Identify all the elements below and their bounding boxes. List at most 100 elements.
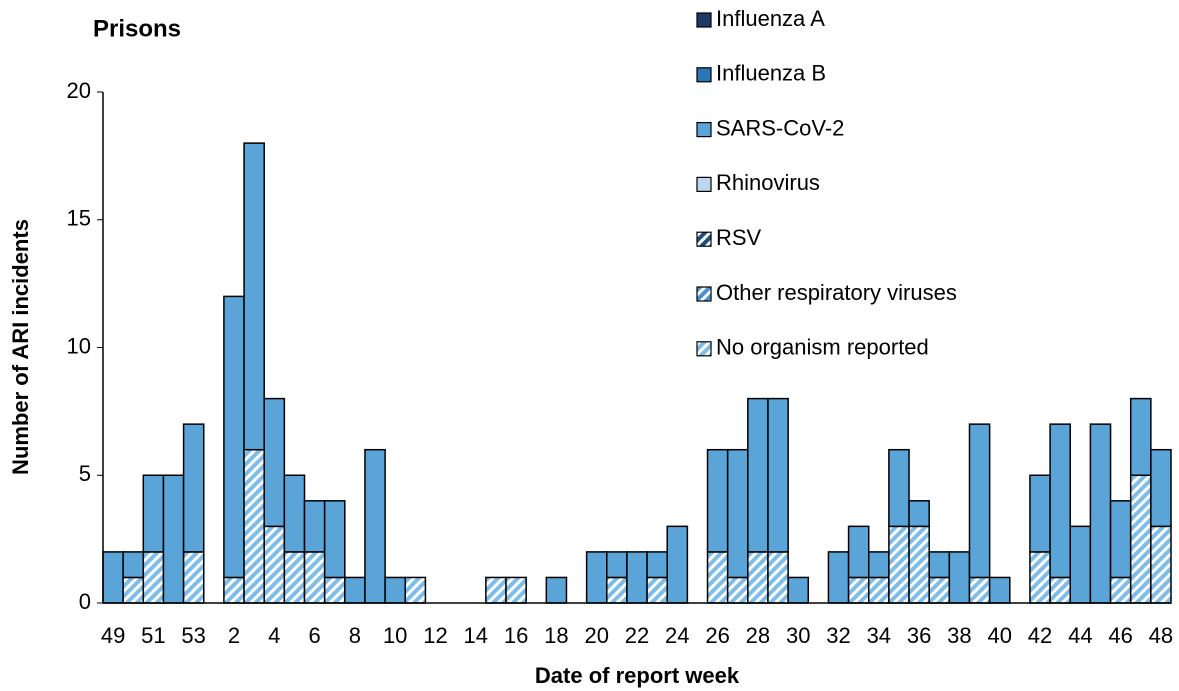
x-tick-label: 38 — [947, 623, 971, 648]
bar-segment — [847, 525, 870, 579]
x-axis-title: Date of report week — [535, 663, 740, 688]
bar-segment — [1129, 474, 1152, 604]
bar-segment — [888, 525, 910, 604]
y-tick-label: 15 — [67, 206, 91, 231]
x-tick-label: 49 — [101, 623, 125, 648]
bar-segment — [847, 576, 870, 604]
bar-segment — [1150, 525, 1172, 604]
x-tick-label: 12 — [423, 623, 447, 648]
x-tick-label: 22 — [625, 623, 649, 648]
x-tick-label: 36 — [907, 623, 931, 648]
bar-segment — [726, 448, 749, 579]
bar-segment — [606, 551, 628, 579]
bar-segment — [646, 551, 668, 579]
bar-segment — [1029, 551, 1051, 604]
bar-segment — [585, 551, 608, 604]
bar-segment — [142, 474, 165, 553]
x-tick-label: 30 — [786, 623, 810, 648]
bar-segment — [243, 448, 265, 604]
bar-segment — [948, 551, 971, 604]
bar-segment — [303, 551, 326, 604]
legend-label: Influenza B — [716, 61, 826, 86]
bar-segment — [908, 500, 930, 528]
x-tick-label: 46 — [1108, 623, 1132, 648]
bar-segment — [283, 551, 306, 604]
x-tick-label: 16 — [504, 623, 528, 648]
bar-segment — [767, 397, 789, 553]
legend-label: Influenza A — [716, 6, 825, 31]
bar-segment — [1150, 448, 1172, 528]
bar-segment — [344, 576, 366, 604]
bar-segment — [102, 551, 124, 604]
x-tick-label: 4 — [268, 623, 280, 648]
bar-segment — [867, 576, 890, 604]
legend-swatch — [696, 67, 712, 83]
bar-segment — [706, 448, 729, 553]
chart-title: Prisons — [93, 15, 181, 42]
x-tick-label: 6 — [308, 623, 320, 648]
x-tick-label: 32 — [826, 623, 850, 648]
legend-swatch — [696, 176, 712, 192]
legend-label: RSV — [716, 225, 762, 250]
legend-label: SARS-CoV-2 — [716, 115, 844, 140]
legend-label: Rhinovirus — [716, 170, 820, 195]
bar-segment — [1049, 423, 1071, 579]
legend-swatch — [696, 231, 712, 247]
bar-segment — [142, 551, 165, 604]
bar-segment — [747, 551, 769, 604]
legend-swatch — [696, 121, 712, 138]
x-tick-label: 42 — [1028, 623, 1052, 648]
legend-label: No organism reported — [716, 335, 929, 360]
x-tick-label: 51 — [141, 623, 165, 648]
x-tick-label: 10 — [383, 623, 407, 648]
x-tick-label: 2 — [228, 623, 240, 648]
y-tick-label: 10 — [67, 333, 91, 358]
bar-segment — [162, 474, 185, 604]
bar-segment — [787, 576, 810, 604]
bar-segment — [767, 551, 789, 604]
bar-segment — [404, 576, 427, 604]
bar-segment — [1089, 423, 1112, 604]
y-tick-label: 5 — [79, 461, 91, 486]
x-tick-label: 18 — [544, 623, 568, 648]
bar-segment — [122, 551, 145, 579]
bar-segment — [626, 551, 648, 604]
bar-segment — [928, 551, 951, 579]
bar-segment — [323, 500, 346, 579]
bar-segment — [263, 525, 286, 604]
bar-segment — [505, 576, 527, 604]
x-tick-label: 26 — [705, 623, 729, 648]
x-tick-label: 28 — [746, 623, 770, 648]
y-tick-label: 20 — [67, 78, 91, 103]
legend-swatch — [696, 341, 712, 357]
bar-segment — [908, 525, 930, 604]
bar-segment — [303, 500, 326, 553]
bar-segment — [888, 448, 910, 528]
bar-segment — [606, 576, 628, 604]
bar-segment — [223, 295, 245, 579]
bar-segment — [706, 551, 729, 604]
bar-segment — [182, 423, 205, 553]
bar-segment — [666, 525, 689, 604]
legend-label: Other respiratory viruses — [716, 280, 957, 305]
bar-segment — [323, 576, 346, 604]
bar-segment — [726, 576, 749, 604]
bar-segment — [182, 551, 205, 604]
x-tick-label: 40 — [987, 623, 1011, 648]
bar-segment — [827, 551, 850, 604]
x-tick-label: 20 — [584, 623, 608, 648]
legend-swatch — [696, 12, 712, 28]
x-tick-label: 34 — [867, 623, 891, 648]
x-tick-label: 48 — [1149, 623, 1173, 648]
x-tick-label: 53 — [181, 623, 205, 648]
bar-segment — [364, 448, 386, 604]
bar-segment — [243, 142, 265, 451]
x-tick-label: 14 — [464, 623, 488, 648]
bar-segment — [1029, 474, 1051, 553]
bar-segment — [1069, 525, 1092, 604]
x-tick-label: 24 — [665, 623, 689, 648]
bar-segment — [646, 576, 668, 604]
bar-segment — [1109, 500, 1132, 579]
bar-segment — [485, 576, 507, 604]
